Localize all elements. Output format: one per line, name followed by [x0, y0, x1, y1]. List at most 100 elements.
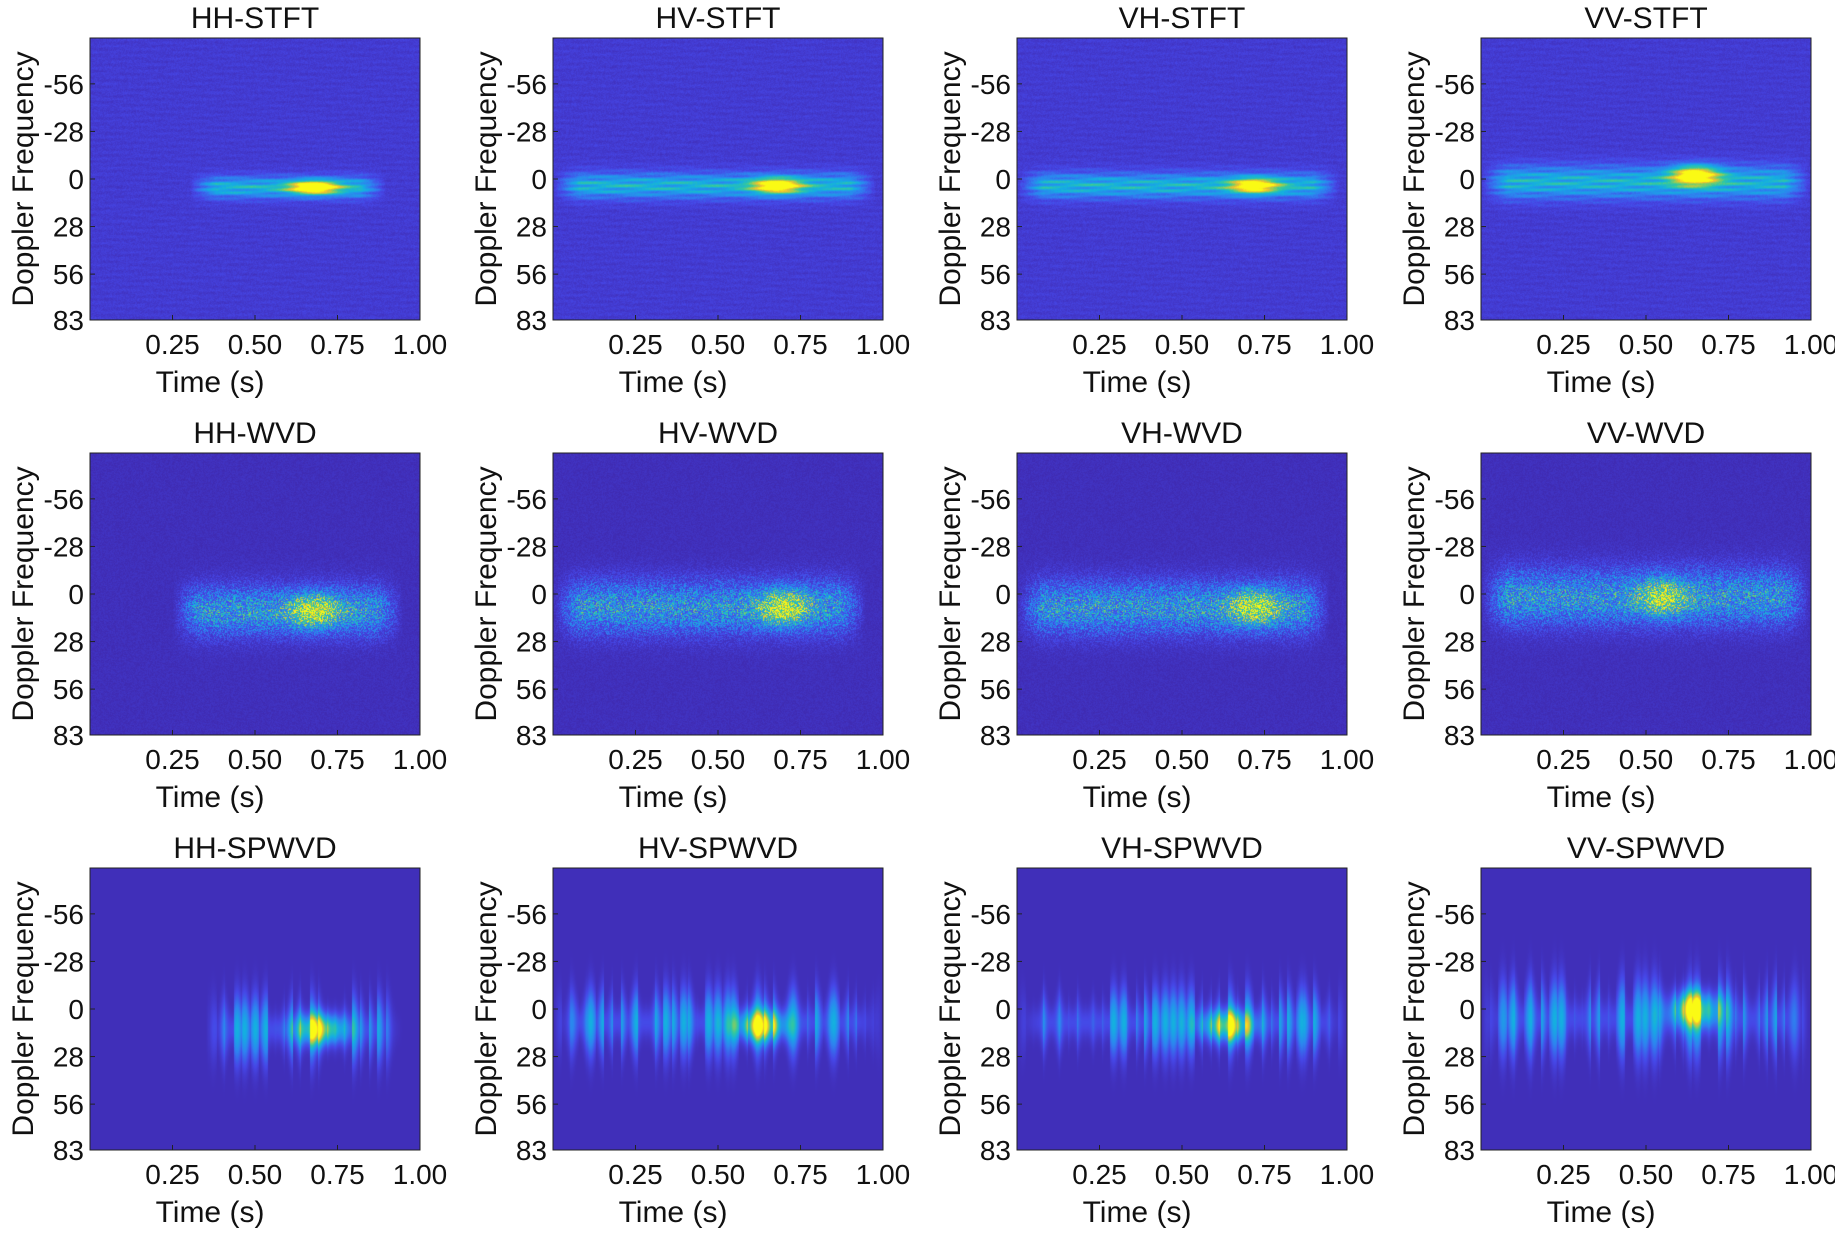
y-tick-label: 0: [995, 579, 1011, 610]
y-axis-label: Doppler Frequency: [470, 466, 503, 721]
heatmap-canvas: [1481, 453, 1811, 735]
chart-svg: VV-STFT -56 -28 0 28 56 83 0.25 0.50 0.75 1.00 Time…: [1398, 2, 1835, 399]
x-tick-label: 0.50: [1619, 744, 1674, 775]
x-tick-label: 0.50: [691, 329, 746, 360]
chart-svg: HV-STFT -56 -28 0 28 56 83 0.25 0.50 0.75 1.00 Time…: [470, 2, 911, 399]
x-tick-label: 1.00: [856, 1159, 911, 1190]
chart-title: VV-STFT: [1584, 2, 1707, 35]
x-tick-label: 1.00: [856, 744, 911, 775]
x-axis-label: Time (s): [1083, 366, 1192, 399]
heatmap-canvas: [90, 38, 420, 320]
y-tick-label: -28: [44, 531, 84, 562]
y-tick-label: 28: [1444, 1042, 1475, 1073]
y-tick-label: -56: [507, 899, 547, 930]
panel-vv-wvd: VV-WVD -56 -28 0 28 56 83 0.25 0.50 0.75 1.00 Time …: [1391, 415, 1835, 830]
y-tick-label: 56: [980, 259, 1011, 290]
y-tick-label: 28: [53, 627, 84, 658]
x-tick-label: 0.50: [228, 329, 283, 360]
x-axis-label: Time (s): [1083, 781, 1192, 814]
x-tick-label: 0.25: [608, 329, 663, 360]
y-axis-label: Doppler Frequency: [1398, 51, 1431, 306]
x-tick-label: 0.75: [1237, 1159, 1292, 1190]
y-tick-label: 83: [516, 305, 547, 336]
x-tick-label: 0.50: [1155, 329, 1210, 360]
y-tick-label: -28: [971, 531, 1011, 562]
y-tick-label: -28: [507, 116, 547, 147]
chart-svg: HH-STFT -56 -28 0 28 56 83 0.25 0.50 0.75 1.00 Time…: [7, 2, 447, 399]
x-tick-label: 0.25: [608, 1159, 663, 1190]
x-tick-label: 0.75: [1701, 329, 1756, 360]
y-tick-label: 56: [53, 674, 84, 705]
y-tick-label: -56: [1435, 484, 1475, 515]
y-tick-label: -56: [971, 69, 1011, 100]
y-tick-label: 56: [53, 259, 84, 290]
y-tick-label: -28: [971, 116, 1011, 147]
panel-vv-stft: VV-STFT -56 -28 0 28 56 83 0.25 0.50 0.75 1.00 Time…: [1391, 0, 1835, 415]
x-tick-label: 0.75: [310, 744, 365, 775]
panel-vv-spwvd: VV-SPWVD -56 -28 0 28 56 83 0.25 0.50 0.75 1.00 Tim…: [1391, 830, 1835, 1245]
x-tick-label: 0.75: [773, 329, 828, 360]
y-tick-label: -56: [971, 484, 1011, 515]
y-tick-label: -56: [507, 69, 547, 100]
heatmap-canvas: [553, 453, 883, 735]
x-axis-label: Time (s): [619, 366, 728, 399]
chart-title: VV-WVD: [1587, 417, 1705, 450]
chart-title: HH-SPWVD: [173, 832, 336, 865]
y-tick-label: 56: [1444, 674, 1475, 705]
x-tick-label: 1.00: [856, 329, 911, 360]
x-tick-label: 1.00: [1320, 329, 1375, 360]
y-tick-label: 0: [995, 994, 1011, 1025]
x-tick-label: 0.50: [1619, 329, 1674, 360]
y-tick-label: 28: [53, 1042, 84, 1073]
y-tick-label: 83: [980, 1135, 1011, 1166]
heatmap-canvas: [1481, 868, 1811, 1150]
y-tick-label: -56: [1435, 899, 1475, 930]
y-tick-label: 28: [516, 212, 547, 243]
chart-title: VH-WVD: [1121, 417, 1243, 450]
heatmap-canvas: [553, 38, 883, 320]
y-tick-label: -56: [44, 899, 84, 930]
x-axis-label: Time (s): [1547, 1196, 1656, 1229]
y-tick-label: 83: [980, 720, 1011, 751]
x-axis-label: Time (s): [156, 781, 265, 814]
y-tick-label: 56: [516, 674, 547, 705]
panel-vh-stft: VH-STFT -56 -28 0 28 56 83 0.25 0.50 0.75 1.00 Time…: [927, 0, 1386, 415]
y-tick-label: 0: [531, 164, 547, 195]
chart-svg: VH-WVD -56 -28 0 28 56 83 0.25 0.50 0.75 1.00 Time …: [934, 417, 1374, 814]
y-tick-label: 0: [68, 164, 84, 195]
y-tick-label: -28: [507, 946, 547, 977]
heatmap: [90, 868, 420, 1150]
panel-hv-wvd: HV-WVD -56 -28 0 28 56 83 0.25 0.50 0.75 1.00 Time …: [463, 415, 922, 830]
x-tick-label: 0.50: [691, 1159, 746, 1190]
y-tick-label: 0: [68, 994, 84, 1025]
y-axis-label: Doppler Frequency: [7, 51, 40, 306]
x-tick-label: 0.25: [145, 329, 200, 360]
x-tick-label: 0.75: [1701, 1159, 1756, 1190]
heatmap-canvas: [1481, 38, 1811, 320]
heatmap-canvas: [90, 453, 420, 735]
y-tick-label: 0: [68, 579, 84, 610]
panel-hv-spwvd: HV-SPWVD -56 -28 0 28 56 83 0.25 0.50 0.75 1.00 Tim…: [463, 830, 922, 1245]
chart-svg: VV-SPWVD -56 -28 0 28 56 83 0.25 0.50 0.75 1.00 Tim…: [1398, 832, 1835, 1229]
x-axis-label: Time (s): [156, 1196, 265, 1229]
panel-vh-wvd: VH-WVD -56 -28 0 28 56 83 0.25 0.50 0.75 1.00 Time …: [927, 415, 1386, 830]
y-tick-label: 83: [516, 1135, 547, 1166]
y-tick-label: 56: [1444, 259, 1475, 290]
x-axis-label: Time (s): [1083, 1196, 1192, 1229]
y-tick-label: 28: [516, 1042, 547, 1073]
heatmap: [1017, 868, 1347, 1150]
x-tick-label: 0.75: [1237, 329, 1292, 360]
x-tick-label: 0.75: [773, 1159, 828, 1190]
y-tick-label: -28: [44, 946, 84, 977]
x-tick-label: 1.00: [393, 1159, 448, 1190]
chart-svg: HV-WVD -56 -28 0 28 56 83 0.25 0.50 0.75 1.00 Time …: [470, 417, 911, 814]
x-tick-label: 0.50: [228, 744, 283, 775]
heatmap: [553, 453, 883, 735]
y-axis-label: Doppler Frequency: [934, 466, 967, 721]
y-tick-label: 28: [980, 627, 1011, 658]
y-tick-label: -56: [1435, 69, 1475, 100]
x-tick-label: 0.25: [1072, 744, 1127, 775]
y-tick-label: 56: [53, 1089, 84, 1120]
x-axis-label: Time (s): [1547, 366, 1656, 399]
